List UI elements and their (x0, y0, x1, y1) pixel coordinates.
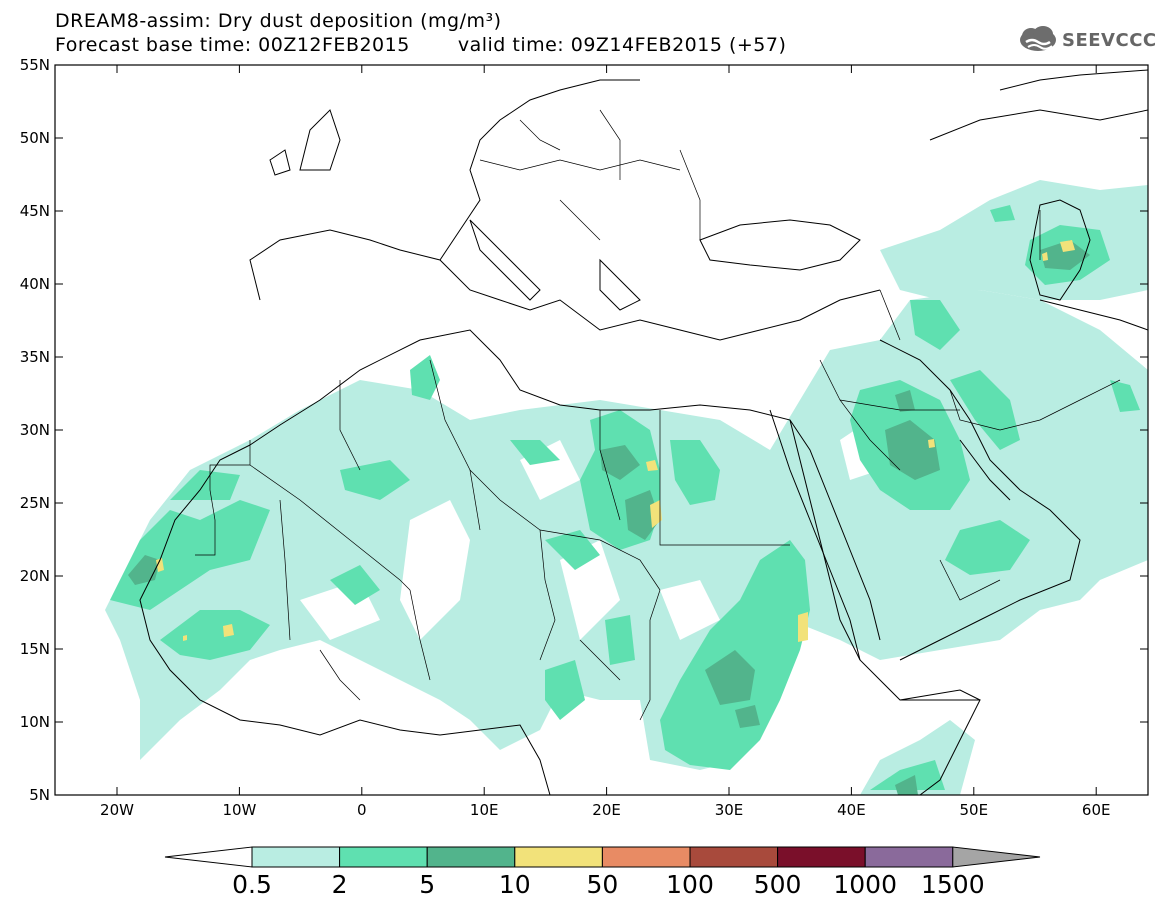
seevccc-logo: SEEVCCC (1018, 26, 1157, 54)
lon-label: 20E (592, 801, 621, 819)
colorbar-label: 100 (666, 870, 714, 899)
colorbar-label: 1500 (921, 870, 985, 899)
map-title: DREAM8-assim: Dry dust deposition (mg/m³… (55, 10, 502, 32)
latitude-axis: 55N 50N 45N 40N 35N 30N 25N 20N 15N 10N 5N (20, 56, 1148, 804)
lat-label: 15N (20, 640, 50, 658)
dust-level-2 (110, 205, 1140, 790)
logo-text: SEEVCCC (1062, 29, 1157, 51)
longitude-axis: 20W 10W 0 10E 20E 30E 40E 50E 60E (100, 65, 1110, 819)
colorbar-segment (777, 846, 866, 868)
colorbar-segment (339, 846, 428, 868)
colorbar-label: 500 (754, 870, 802, 899)
valid-time-text: valid time: 09Z14FEB2015 (+57) (457, 34, 787, 56)
colorbar-segment (514, 846, 603, 868)
lat-label: 55N (20, 56, 50, 74)
dust-level-5 (128, 240, 1090, 795)
lon-label: 50E (960, 801, 989, 819)
lon-label: 0 (357, 801, 367, 819)
country-borders-layer (195, 109, 1121, 721)
coastlines-layer (139, 69, 1148, 795)
colorbar-segment (251, 846, 341, 868)
lat-label: 45N (20, 202, 50, 220)
colorbar-segment (601, 846, 691, 868)
colorbar-label: 50 (586, 870, 618, 899)
colorbar-label: 10 (499, 870, 531, 899)
lon-label: 40E (837, 801, 866, 819)
colorbar-max-arrow (952, 846, 1041, 868)
lon-label: 30E (715, 801, 744, 819)
lat-label: 40N (20, 275, 50, 293)
colorbar-label: 1000 (833, 870, 897, 899)
colorbar: 0.5 2 5 10 50 100 500 1000 1500 (164, 846, 1041, 899)
base-time-text: Forecast base time: 00Z12FEB2015 (55, 34, 410, 56)
time-info: Forecast base time: 00Z12FEB2015 valid ti… (55, 34, 786, 56)
lat-label: 50N (20, 129, 50, 147)
colorbar-segment (864, 846, 954, 868)
lon-label: 10E (470, 801, 499, 819)
dust-level-10 (156, 240, 1075, 642)
colorbar-label: 2 (332, 870, 348, 899)
lat-label: 20N (20, 567, 50, 585)
lon-label: 10W (222, 801, 256, 819)
colorbar-min-arrow (164, 846, 253, 868)
lat-label: 25N (20, 494, 50, 512)
lon-label: 60E (1082, 801, 1111, 819)
colorbar-label: 5 (419, 870, 435, 899)
lat-label: 30N (20, 421, 50, 439)
colorbar-segment (689, 846, 779, 868)
lat-label: 5N (29, 786, 50, 804)
lon-label: 20W (100, 801, 134, 819)
dust-field-layer (105, 180, 1148, 795)
colorbar-label: 0.5 (232, 870, 272, 899)
lat-label: 35N (20, 348, 50, 366)
cloud-icon (1020, 26, 1056, 51)
lat-label: 10N (20, 713, 50, 731)
colorbar-segment (426, 846, 516, 868)
